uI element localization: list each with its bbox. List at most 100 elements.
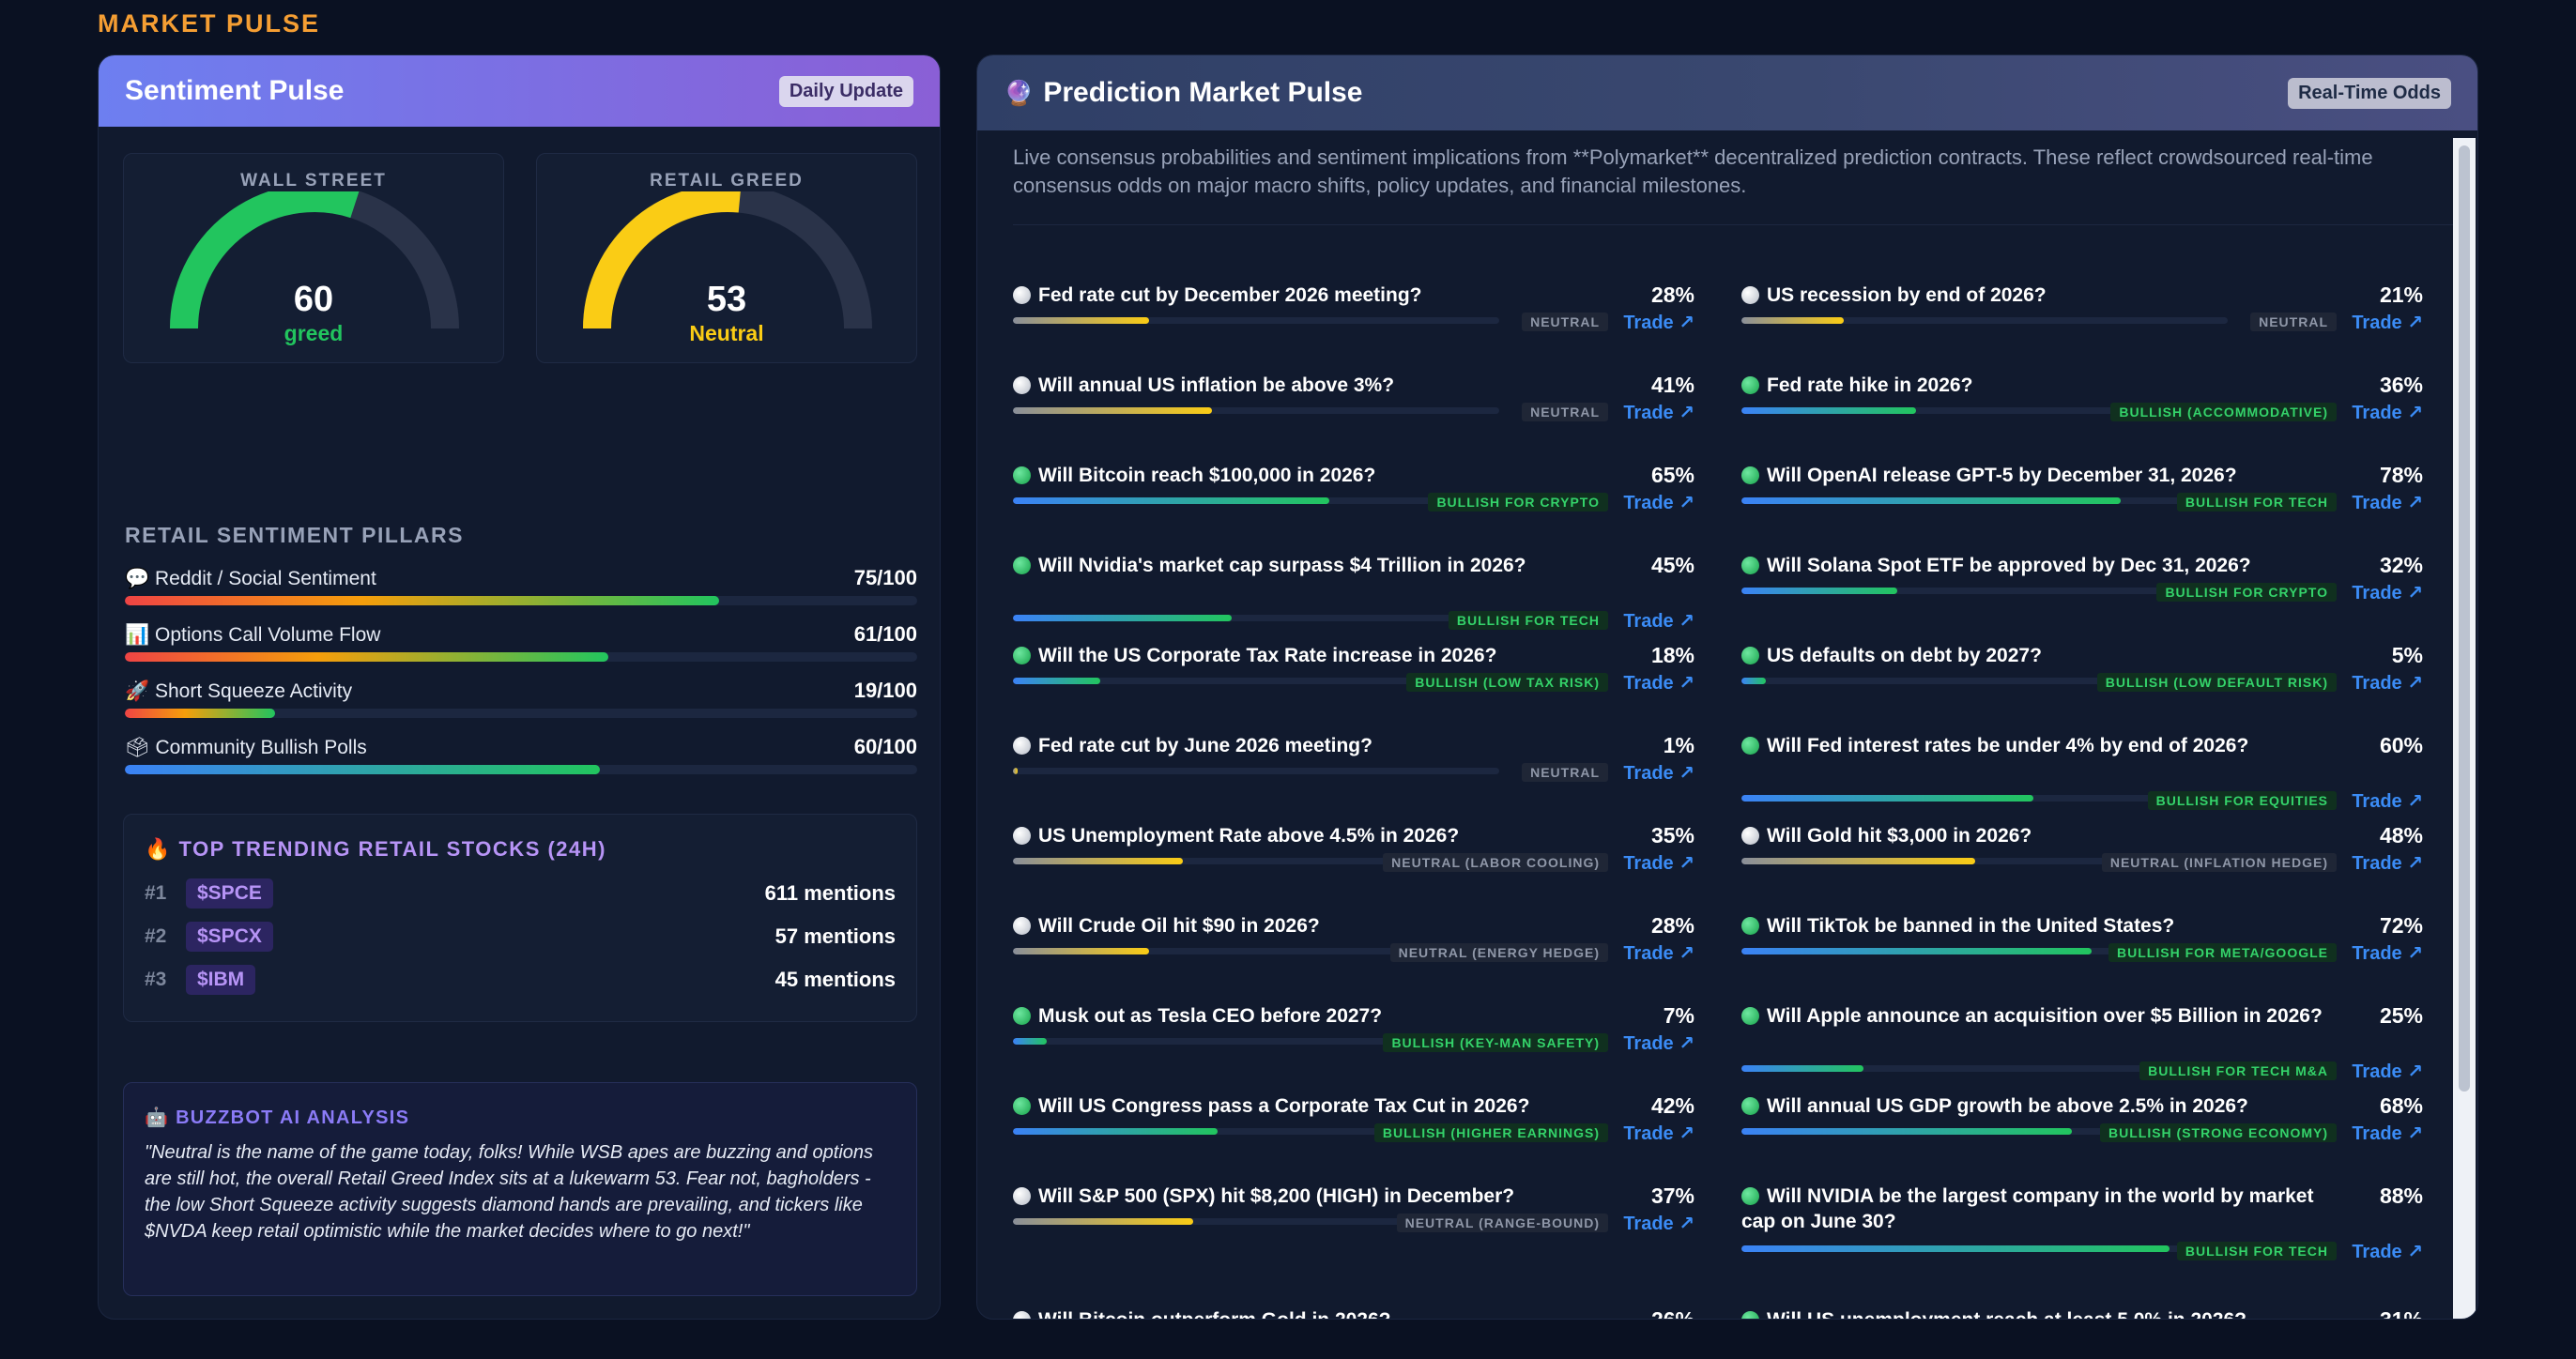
prediction-market-row[interactable]: Fed rate hike in 2026? 36% BULLISH (ACCOMM… xyxy=(1741,373,2423,457)
market-question[interactable]: Musk out as Tesla CEO before 2027? xyxy=(1013,1003,1614,1029)
trade-link[interactable]: Trade ↗ xyxy=(2352,313,2423,333)
market-question-text[interactable]: Will NVIDIA be the largest company in th… xyxy=(1741,1185,2314,1232)
trade-link[interactable]: Trade ↗ xyxy=(2352,791,2423,812)
prediction-market-row[interactable]: Will Crude Oil hit $90 in 2026? 28% NEUTRA… xyxy=(1013,913,1694,998)
market-question[interactable]: Will S&P 500 (SPX) hit $8,200 (HIGH) in … xyxy=(1013,1183,1614,1209)
scrollbar-thumb[interactable] xyxy=(2459,145,2470,1092)
market-question-text[interactable]: US defaults on debt by 2027? xyxy=(1767,645,2042,666)
prediction-market-row[interactable]: Will Gold hit $3,000 in 2026? 48% NEUTRAL … xyxy=(1741,823,2423,908)
market-question-text[interactable]: Will Apple announce an acquisition over … xyxy=(1767,1005,2323,1027)
trade-link[interactable]: Trade ↗ xyxy=(1623,1123,1694,1144)
market-question[interactable]: Will Nvidia's market cap surpass $4 Tril… xyxy=(1013,553,1614,578)
market-question-text[interactable]: Fed rate cut by December 2026 meeting? xyxy=(1038,284,1422,306)
prediction-market-row[interactable]: Will US unemployment reach at least 5.0%… xyxy=(1741,1307,2423,1319)
prediction-market-row[interactable]: US Unemployment Rate above 4.5% in 2026?… xyxy=(1013,823,1694,908)
market-question[interactable]: Fed rate hike in 2026? xyxy=(1741,373,2342,398)
prediction-market-row[interactable]: US recession by end of 2026? 21% NEUTRAL Tr… xyxy=(1741,282,2423,367)
trade-link[interactable]: Trade ↗ xyxy=(2352,1123,2423,1144)
market-question-text[interactable]: Will US unemployment reach at least 5.0%… xyxy=(1767,1309,2246,1319)
market-question-text[interactable]: Will Solana Spot ETF be approved by Dec … xyxy=(1767,555,2251,576)
market-question-text[interactable]: Will Gold hit $3,000 in 2026? xyxy=(1767,825,2032,847)
trending-row[interactable]: #2 $SPCX 57 mentions xyxy=(145,922,896,954)
market-question[interactable]: Fed rate cut by December 2026 meeting? xyxy=(1013,282,1614,308)
market-question-text[interactable]: Will Crude Oil hit $90 in 2026? xyxy=(1038,915,1320,937)
prediction-market-row[interactable]: Fed rate cut by December 2026 meeting? 28… xyxy=(1013,282,1694,367)
prediction-market-row[interactable]: Will annual US inflation be above 3%? 41%… xyxy=(1013,373,1694,457)
prediction-market-row[interactable]: Will Nvidia's market cap surpass $4 Tril… xyxy=(1013,553,1694,637)
market-question-text[interactable]: Will annual US inflation be above 3%? xyxy=(1038,374,1395,396)
market-question-text[interactable]: Will Bitcoin outperform Gold in 2026? xyxy=(1038,1309,1391,1319)
market-question[interactable]: Will US Congress pass a Corporate Tax Cu… xyxy=(1013,1093,1614,1119)
market-question[interactable]: US defaults on debt by 2027? xyxy=(1741,643,2342,668)
market-question[interactable]: Will TikTok be banned in the United Stat… xyxy=(1741,913,2342,939)
market-question[interactable]: Fed rate cut by June 2026 meeting? xyxy=(1013,733,1614,758)
market-question-text[interactable]: Will Fed interest rates be under 4% by e… xyxy=(1767,735,2249,756)
market-question-text[interactable]: Will S&P 500 (SPX) hit $8,200 (HIGH) in … xyxy=(1038,1185,1515,1207)
trade-link[interactable]: Trade ↗ xyxy=(2352,673,2423,694)
trade-link[interactable]: Trade ↗ xyxy=(1623,611,1694,632)
trade-link[interactable]: Trade ↗ xyxy=(2352,1061,2423,1082)
market-question-text[interactable]: Musk out as Tesla CEO before 2027? xyxy=(1038,1005,1383,1027)
market-question-text[interactable]: US recession by end of 2026? xyxy=(1767,284,2047,306)
prediction-market-row[interactable]: Will NVIDIA be the largest company in th… xyxy=(1741,1183,2423,1268)
trade-link[interactable]: Trade ↗ xyxy=(1623,943,1694,964)
trade-link[interactable]: Trade ↗ xyxy=(2352,853,2423,874)
prediction-market-row[interactable]: US defaults on debt by 2027? 5% BULLISH (L… xyxy=(1741,643,2423,727)
ticker-badge[interactable]: $SPCE xyxy=(186,878,273,909)
prediction-market-row[interactable]: Will US Congress pass a Corporate Tax Cu… xyxy=(1013,1093,1694,1178)
market-question[interactable]: Will Crude Oil hit $90 in 2026? xyxy=(1013,913,1614,939)
trade-link[interactable]: Trade ↗ xyxy=(1623,313,1694,333)
trade-link[interactable]: Trade ↗ xyxy=(1623,763,1694,784)
prediction-market-row[interactable]: Will TikTok be banned in the United Stat… xyxy=(1741,913,2423,998)
trade-link[interactable]: Trade ↗ xyxy=(1623,493,1694,513)
market-question-text[interactable]: Fed rate cut by June 2026 meeting? xyxy=(1038,735,1372,756)
market-question[interactable]: Will Bitcoin reach $100,000 in 2026? xyxy=(1013,463,1614,488)
market-question[interactable]: Will NVIDIA be the largest company in th… xyxy=(1741,1183,2342,1234)
trending-row[interactable]: #3 $IBM 45 mentions xyxy=(145,965,896,997)
market-question-text[interactable]: Will annual US GDP growth be above 2.5% … xyxy=(1767,1095,2248,1117)
prediction-market-row[interactable]: Will S&P 500 (SPX) hit $8,200 (HIGH) in … xyxy=(1013,1183,1694,1268)
market-question-text[interactable]: Will OpenAI release GPT-5 by December 31… xyxy=(1767,465,2237,486)
prediction-market-row[interactable]: Will Apple announce an acquisition over … xyxy=(1741,1003,2423,1088)
market-question[interactable]: Will Gold hit $3,000 in 2026? xyxy=(1741,823,2342,848)
trade-link[interactable]: Trade ↗ xyxy=(1623,673,1694,694)
prediction-market-row[interactable]: Will the US Corporate Tax Rate increase … xyxy=(1013,643,1694,727)
trade-link[interactable]: Trade ↗ xyxy=(1623,1033,1694,1054)
market-question[interactable]: Will annual US inflation be above 3%? xyxy=(1013,373,1614,398)
trade-link[interactable]: Trade ↗ xyxy=(2352,1242,2423,1262)
market-question[interactable]: Will the US Corporate Tax Rate increase … xyxy=(1013,643,1614,668)
market-question-text[interactable]: Fed rate hike in 2026? xyxy=(1767,374,1973,396)
prediction-market-row[interactable]: Will Fed interest rates be under 4% by e… xyxy=(1741,733,2423,817)
market-question-text[interactable]: Will Nvidia's market cap surpass $4 Tril… xyxy=(1038,555,1526,576)
trending-row[interactable]: #1 $SPCE 611 mentions xyxy=(145,878,896,910)
market-question[interactable]: Will annual US GDP growth be above 2.5% … xyxy=(1741,1093,2342,1119)
market-question[interactable]: US Unemployment Rate above 4.5% in 2026? xyxy=(1013,823,1614,848)
market-question[interactable]: US recession by end of 2026? xyxy=(1741,282,2342,308)
prediction-market-row[interactable]: Will OpenAI release GPT-5 by December 31… xyxy=(1741,463,2423,547)
market-question[interactable]: Will Fed interest rates be under 4% by e… xyxy=(1741,733,2342,758)
trade-link[interactable]: Trade ↗ xyxy=(1623,853,1694,874)
market-question-text[interactable]: US Unemployment Rate above 4.5% in 2026? xyxy=(1038,825,1460,847)
trade-link[interactable]: Trade ↗ xyxy=(2352,493,2423,513)
market-question[interactable]: Will OpenAI release GPT-5 by December 31… xyxy=(1741,463,2342,488)
market-question[interactable]: Will Apple announce an acquisition over … xyxy=(1741,1003,2342,1029)
prediction-market-row[interactable]: Musk out as Tesla CEO before 2027? 7% BULL… xyxy=(1013,1003,1694,1088)
trade-link[interactable]: Trade ↗ xyxy=(2352,403,2423,423)
prediction-market-row[interactable]: Will Bitcoin reach $100,000 in 2026? 65% B… xyxy=(1013,463,1694,547)
prediction-market-row[interactable]: Will annual US GDP growth be above 2.5% … xyxy=(1741,1093,2423,1178)
prediction-market-row[interactable]: Fed rate cut by June 2026 meeting? 1% NEUT… xyxy=(1013,733,1694,817)
market-question-text[interactable]: Will Bitcoin reach $100,000 in 2026? xyxy=(1038,465,1376,486)
market-question-text[interactable]: Will the US Corporate Tax Rate increase … xyxy=(1038,645,1497,666)
market-question[interactable]: Will Bitcoin outperform Gold in 2026? xyxy=(1013,1307,1614,1319)
trade-link[interactable]: Trade ↗ xyxy=(1623,1214,1694,1234)
ticker-badge[interactable]: $IBM xyxy=(186,965,256,995)
prediction-market-row[interactable]: Will Solana Spot ETF be approved by Dec … xyxy=(1741,553,2423,637)
market-question[interactable]: Will US unemployment reach at least 5.0%… xyxy=(1741,1307,2342,1319)
market-question[interactable]: Will Solana Spot ETF be approved by Dec … xyxy=(1741,553,2342,578)
ticker-badge[interactable]: $SPCX xyxy=(186,922,273,952)
trade-link[interactable]: Trade ↗ xyxy=(2352,583,2423,603)
trade-link[interactable]: Trade ↗ xyxy=(2352,943,2423,964)
trade-link[interactable]: Trade ↗ xyxy=(1623,403,1694,423)
market-question-text[interactable]: Will TikTok be banned in the United Stat… xyxy=(1767,915,2175,937)
prediction-market-row[interactable]: Will Bitcoin outperform Gold in 2026? 26% xyxy=(1013,1307,1694,1319)
